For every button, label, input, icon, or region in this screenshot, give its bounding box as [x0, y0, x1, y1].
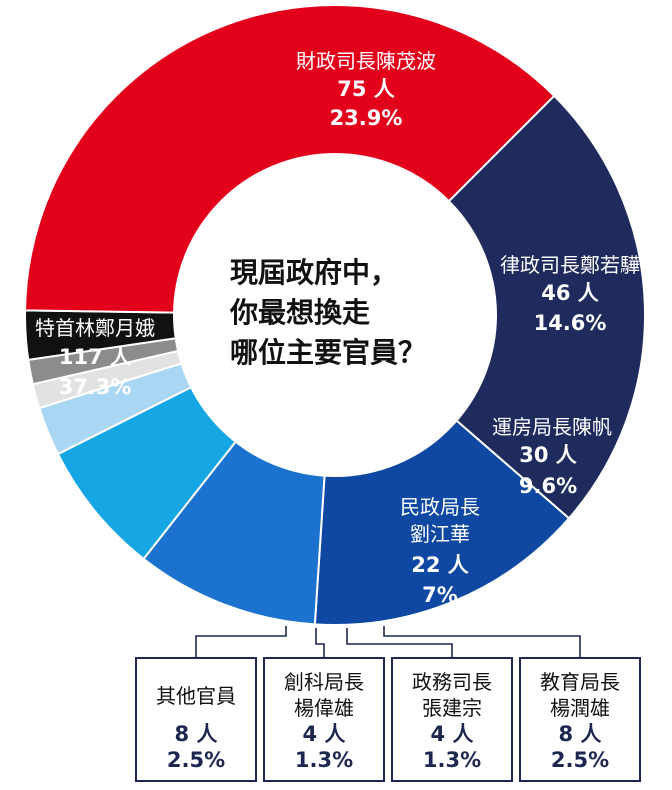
slice-label-name: 運房局長陳帆 — [492, 415, 612, 439]
slice-label-name: 特首林鄭月娥 — [35, 316, 155, 340]
slice-label-count: 117 人 — [59, 345, 131, 369]
label-secretary-for-justice: 律政司長鄭若驊 46 人 14.6% — [500, 253, 640, 335]
leader-line-education — [383, 626, 581, 657]
center-title-line-1: 現屆政府中， — [230, 256, 398, 289]
callout-box-education: 教育局長 楊潤雄 8 人 2.5% — [519, 657, 641, 782]
callout-box-others: 其他官員 8 人 2.5% — [135, 657, 257, 782]
callout-name: 政務司長 張建宗 — [412, 670, 492, 720]
label-transport-housing: 運房局長陳帆 30 人 9.6% — [492, 415, 612, 498]
slice-label-percent: 14.6% — [534, 311, 607, 335]
callout-count: 8 人 — [558, 722, 602, 746]
center-title-line-2: 你最想換走 — [229, 296, 370, 329]
donut-hole — [173, 153, 497, 477]
slice-label-name: 財政司長陳茂波 — [296, 49, 436, 73]
callout-percent: 2.5% — [550, 748, 610, 772]
slice-label-name: 律政司長鄭若驊 — [500, 253, 640, 277]
label-financial-secretary: 財政司長陳茂波 75 人 23.9% — [296, 49, 436, 130]
slice-label-name-line-1: 民政局長 — [400, 495, 480, 519]
callout-name: 創科局長 楊偉雄 — [284, 670, 364, 720]
callout-count: 8 人 — [174, 722, 218, 746]
slice-label-percent: 7% — [422, 583, 458, 607]
label-home-affairs: 民政局長 劉江華 22 人 7% — [400, 495, 480, 607]
leader-lines — [195, 626, 581, 657]
callout-count: 4 人 — [302, 722, 346, 746]
slice-label-count: 75 人 — [337, 77, 395, 101]
slice-label-percent: 9.6% — [519, 474, 577, 498]
slice-label-percent: 23.9% — [330, 106, 403, 130]
slice-label-name-line-2: 劉江華 — [410, 522, 470, 546]
slice-label-percent: 37.3% — [59, 375, 132, 399]
callout-percent: 2.5% — [166, 748, 226, 772]
slice-label-count: 30 人 — [519, 443, 577, 467]
callout-percent: 1.3% — [294, 748, 354, 772]
label-chief-executive: 特首林鄭月娥 117 人 37.3% — [35, 316, 155, 399]
callout-percent: 1.3% — [422, 748, 482, 772]
slice-label-count: 22 人 — [411, 553, 469, 577]
center-title: 現屆政府中， 你最想換走 哪位主要官員？ — [229, 256, 426, 369]
callout-name: 教育局長 楊潤雄 — [540, 670, 620, 720]
callout-count: 4 人 — [430, 722, 474, 746]
callout-box-chief-secretary: 政務司長 張建宗 4 人 1.3% — [391, 657, 513, 782]
callout-box-innovation: 創科局長 楊偉雄 4 人 1.3% — [263, 657, 385, 782]
center-title-line-3: 哪位主要官員？ — [230, 336, 426, 369]
slice-label-count: 46 人 — [541, 281, 599, 305]
leader-line-chief-secretary — [346, 628, 453, 657]
leader-line-others — [195, 626, 287, 657]
callout-name: 其他官員 — [156, 684, 236, 708]
leader-line-innovation — [315, 628, 325, 657]
